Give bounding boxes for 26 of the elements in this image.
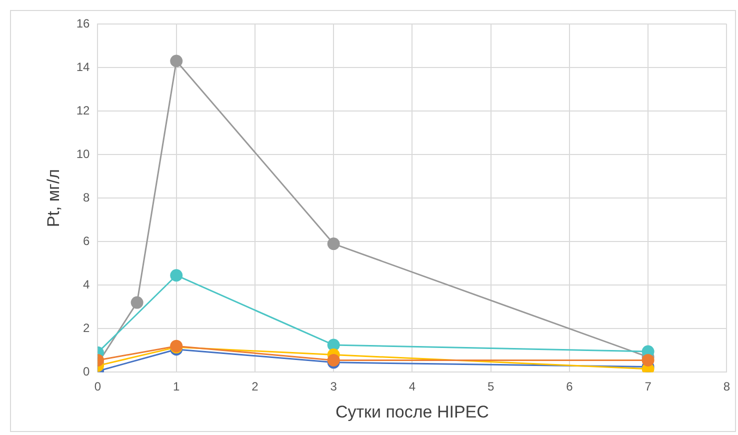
x-tick-label: 7 [644,380,652,394]
point [642,354,654,366]
y-axis-title: Pt, мг/л [44,169,63,228]
x-tick-label: 4 [408,380,416,394]
y-tick-label: 6 [83,234,90,248]
y-tick-label: 10 [76,146,90,161]
x-tick-label: 1 [173,380,180,394]
x-tick-label: 0 [94,380,102,394]
point [170,54,183,68]
point [327,238,340,250]
point [170,269,183,282]
y-tick-label: 14 [76,60,90,74]
x-tick-label: 6 [566,380,574,394]
point [327,354,340,366]
y-tick-label: 2 [83,320,90,335]
x-axis-title: Сутки после HIPEC [335,402,489,422]
x-tick-label: 2 [252,380,259,394]
y-tick-label: 8 [83,190,90,204]
y-tick-label: 16 [76,16,90,30]
y-tick-label: 0 [83,364,90,379]
x-tick-label: 8 [723,380,730,394]
y-tick-label: 12 [76,103,90,118]
y-tick-label: 4 [83,277,90,292]
point [130,296,144,309]
x-tick-label: 3 [330,380,338,394]
x-tick-label: 5 [487,380,494,394]
